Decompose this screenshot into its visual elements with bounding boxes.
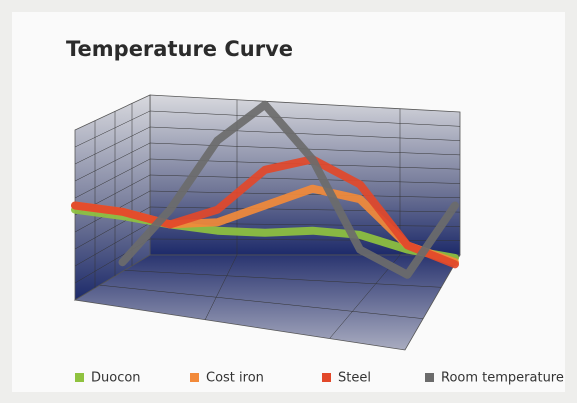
plot — [71, 100, 459, 279]
wall-line — [74, 158, 151, 199]
wall-line — [74, 110, 151, 148]
wall-line — [149, 110, 461, 127]
series-ribbon — [71, 155, 459, 269]
legend-swatch — [190, 373, 199, 382]
wall-line — [149, 174, 461, 184]
legend-label: Duocon — [91, 371, 141, 386]
series-ribbon — [118, 100, 459, 279]
chart-title: Temperature Curve — [66, 37, 293, 61]
wall-line — [149, 206, 461, 213]
legend-swatch — [75, 373, 84, 382]
legend: Duocon Cost iron Steel Room temperature — [75, 371, 564, 386]
floor-line — [124, 270, 442, 288]
floor-line — [204, 254, 238, 321]
legend-swatch — [425, 373, 434, 382]
floor-line — [99, 284, 424, 319]
legend-label: Cost iron — [206, 371, 264, 386]
wall-line — [74, 126, 151, 165]
legend-label: Steel — [338, 371, 371, 386]
wall-line — [74, 222, 151, 267]
legend-swatch — [322, 373, 331, 382]
wall-line — [149, 126, 461, 141]
wall-line — [74, 142, 151, 182]
legend-label: Room temperature — [441, 371, 564, 386]
